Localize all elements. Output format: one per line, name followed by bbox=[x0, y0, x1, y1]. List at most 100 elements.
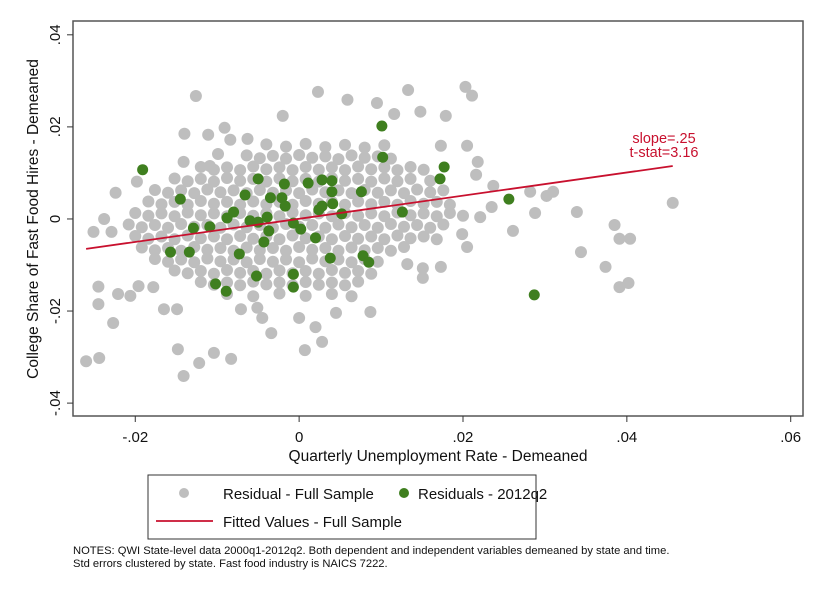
q2012-point bbox=[310, 232, 322, 244]
full-sample-point bbox=[384, 184, 397, 197]
full-sample-point bbox=[397, 241, 410, 254]
full-sample-point bbox=[388, 107, 401, 120]
full-sample-point bbox=[316, 335, 329, 348]
full-sample-point bbox=[93, 351, 106, 364]
full-sample-point bbox=[286, 206, 299, 219]
full-sample-point bbox=[142, 232, 155, 245]
q2012-point bbox=[316, 174, 328, 186]
full-sample-point bbox=[280, 152, 293, 165]
full-sample-point bbox=[194, 264, 207, 277]
full-sample-point bbox=[221, 264, 234, 277]
x-tick-label: .02 bbox=[453, 429, 474, 446]
full-sample-point bbox=[299, 160, 312, 173]
full-sample-point bbox=[175, 218, 188, 231]
full-sample-point bbox=[339, 279, 352, 292]
full-sample-point bbox=[417, 163, 430, 176]
full-sample-point bbox=[329, 306, 342, 319]
full-sample-point bbox=[240, 256, 253, 269]
full-sample-point bbox=[416, 271, 429, 284]
full-sample-point bbox=[234, 266, 247, 279]
q2012-point bbox=[187, 222, 199, 234]
full-sample-point bbox=[142, 209, 155, 222]
full-sample-point bbox=[352, 160, 365, 173]
full-sample-point bbox=[574, 246, 587, 259]
full-sample-point bbox=[352, 275, 365, 288]
full-sample-point bbox=[299, 232, 312, 245]
full-sample-point bbox=[286, 164, 299, 177]
q2012-point bbox=[252, 173, 264, 185]
full-sample-point bbox=[207, 346, 220, 359]
full-sample-point bbox=[599, 260, 612, 273]
q2012-point bbox=[316, 200, 328, 212]
full-sample-point bbox=[280, 253, 293, 266]
full-sample-point bbox=[194, 209, 207, 222]
full-sample-point bbox=[293, 311, 306, 324]
full-sample-point bbox=[253, 253, 266, 266]
full-sample-point bbox=[188, 256, 201, 269]
full-sample-point bbox=[253, 183, 266, 196]
full-sample-point bbox=[256, 311, 269, 324]
full-sample-point bbox=[130, 175, 143, 188]
full-sample-point bbox=[437, 218, 450, 231]
q2012-point bbox=[326, 175, 338, 187]
full-sample-point bbox=[247, 160, 260, 173]
q2012-point bbox=[376, 120, 388, 132]
full-sample-point bbox=[80, 355, 93, 368]
full-sample-point bbox=[171, 303, 184, 316]
legend-box bbox=[147, 474, 537, 540]
y-axis-title: College Share of Fast Food Hires - Demea… bbox=[25, 59, 42, 379]
slope-annotation: slope=.25 bbox=[632, 131, 695, 147]
full-sample-point bbox=[265, 327, 278, 340]
x-tick-label: 0 bbox=[295, 429, 303, 446]
full-sample-point bbox=[613, 232, 626, 245]
full-sample-point bbox=[135, 241, 148, 254]
full-sample-point bbox=[378, 195, 391, 208]
legend-label-2012q2: Residuals - 2012q2 bbox=[418, 486, 547, 503]
full-sample-point bbox=[371, 221, 384, 234]
full-sample-point bbox=[157, 303, 170, 316]
full-sample-point bbox=[276, 109, 289, 122]
full-sample-point bbox=[162, 255, 175, 268]
x-tick-label: -.02 bbox=[122, 429, 148, 446]
full-sample-point bbox=[214, 186, 227, 199]
full-sample-point bbox=[365, 230, 378, 243]
full-sample-point bbox=[466, 89, 479, 102]
full-sample-point bbox=[430, 233, 443, 246]
full-sample-point bbox=[339, 266, 352, 279]
full-sample-point bbox=[148, 183, 161, 196]
full-sample-point bbox=[404, 172, 417, 185]
full-sample-point bbox=[253, 152, 266, 165]
full-sample-point bbox=[384, 244, 397, 257]
q2012-point bbox=[263, 225, 275, 237]
full-sample-point bbox=[443, 198, 456, 211]
full-sample-point bbox=[622, 276, 635, 289]
full-sample-point bbox=[148, 244, 161, 257]
full-sample-point bbox=[299, 289, 312, 302]
full-sample-point bbox=[207, 267, 220, 280]
full-sample-point bbox=[487, 179, 500, 192]
full-sample-point bbox=[339, 174, 352, 187]
full-sample-point bbox=[434, 139, 447, 152]
full-sample-point bbox=[218, 121, 231, 134]
q2012-point bbox=[174, 193, 186, 205]
full-sample-point bbox=[352, 172, 365, 185]
full-sample-point bbox=[247, 195, 260, 208]
full-sample-point bbox=[92, 280, 105, 293]
q2012-point bbox=[264, 192, 276, 204]
q2012-points bbox=[137, 120, 540, 301]
full-sample-point bbox=[124, 289, 137, 302]
full-sample-point bbox=[240, 149, 253, 162]
full-sample-point bbox=[345, 221, 358, 234]
full-sample-point bbox=[207, 207, 220, 220]
full-sample-point bbox=[411, 183, 424, 196]
q2012-point bbox=[137, 164, 149, 176]
full-sample-point bbox=[234, 164, 247, 177]
full-sample-point bbox=[129, 229, 142, 242]
q2012-point bbox=[220, 285, 232, 297]
full-sample-point bbox=[416, 262, 429, 275]
full-sample-point bbox=[365, 267, 378, 280]
full-sample-point bbox=[194, 195, 207, 208]
tstat-annotation: t-stat=3.16 bbox=[630, 145, 699, 161]
x-axis-title: Quarterly Unemployment Rate - Demeaned bbox=[289, 448, 588, 465]
full-sample-point bbox=[309, 321, 322, 334]
